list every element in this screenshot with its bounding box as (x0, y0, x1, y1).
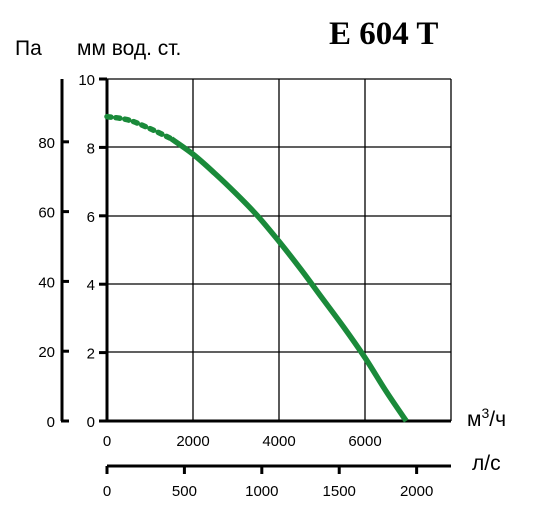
y-tick-mm-label: 4 (87, 277, 95, 294)
y-tick-mm-label: 2 (87, 346, 95, 363)
y-axis-label-pa: Па (15, 37, 42, 60)
y-ticks-pa: 0 20 40 60 80 (38, 135, 69, 431)
y-tick-mm-label: 6 (87, 209, 95, 226)
curve-solid-segment (169, 136, 409, 423)
y-ticks-mm: 0 2 4 6 8 10 (78, 72, 107, 431)
y-tick-mm-label: 10 (78, 72, 95, 89)
y-tick-mm-label: 0 (87, 414, 95, 431)
curve-dotted-segment (104, 113, 175, 142)
x-tick-primary-label: 6000 (348, 433, 381, 450)
x-tick-primary-label: 0 (103, 433, 111, 450)
y-tick-mm-label: 8 (87, 140, 95, 157)
x-tick-secondary-label: 2000 (400, 483, 433, 500)
x-tick-primary-label: 4000 (262, 433, 295, 450)
chart-title: E 604 T (329, 16, 438, 52)
y-tick-pa-label: 0 (47, 414, 55, 431)
x-axis-label-primary-text: м (467, 408, 481, 431)
fan-curve (104, 113, 409, 423)
x-tick-secondary-label: 0 (103, 483, 111, 500)
x-tick-secondary-label: 500 (172, 483, 197, 500)
y-tick-pa-label: 80 (38, 135, 55, 152)
x-tick-secondary-label: 1500 (323, 483, 356, 500)
x-axis-label-primary: м3/ч (467, 405, 506, 431)
x-axis-label-secondary: л/с (472, 452, 501, 475)
y-tick-pa-label: 40 (38, 274, 55, 291)
y-tick-pa-label: 20 (38, 344, 55, 361)
x-ticks-primary: 0 2000 4000 6000 (103, 433, 382, 450)
y-tick-pa-label: 60 (38, 205, 55, 222)
y-axis-label-mm: мм вод. ст. (77, 37, 181, 60)
x-tick-primary-label: 2000 (176, 433, 209, 450)
x-tick-secondary-label: 1000 (245, 483, 278, 500)
grid (107, 78, 452, 421)
x-axis-label-primary-sup: 3 (481, 405, 489, 421)
x-ticks-secondary: 0 500 1000 1500 2000 (103, 466, 433, 500)
x-axis-label-primary-rest: /ч (489, 408, 506, 431)
